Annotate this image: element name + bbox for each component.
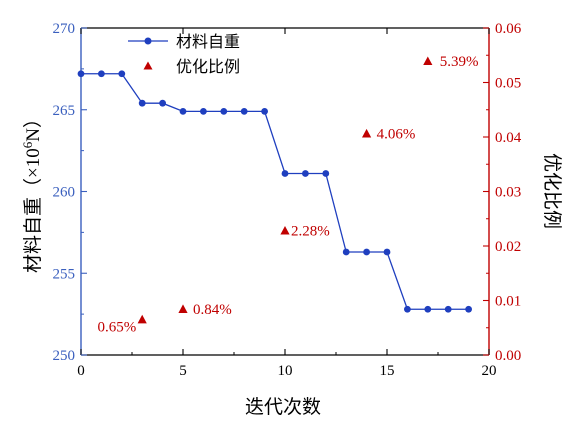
weight-point [404,305,411,313]
series-layer [77,56,472,324]
weight-point [281,170,289,177]
y-left-tick-label: 255 [53,266,76,282]
x-tick-label: 15 [380,363,395,379]
legend-label-ratio: 优化比例 [176,58,240,76]
weight-point [363,248,370,256]
ratio-point [137,314,147,324]
y-right-tick-label: 0.05 [495,76,521,92]
y-left-tick-label: 270 [53,21,76,37]
weight-point [240,107,248,115]
weight-point [424,305,432,313]
weight-point [383,248,391,256]
left-axis-title: 材料自重（×106N） [20,109,44,273]
weight-point [322,170,330,177]
weight-point [342,248,350,256]
weight-point [200,107,207,115]
y-right-tick-label: 0.06 [495,21,522,37]
left-axis-title-sup: 6 [20,141,35,148]
ratio-data-label: 0.65% [97,320,136,336]
legend-label-weight: 材料自重 [176,33,240,51]
x-tick-label: 20 [482,363,497,379]
data-labels: 0.65% 0.84% 2.28% 4.06% 5.39% [97,54,478,335]
ratio-data-label: 4.06% [377,127,416,143]
weight-point [261,107,268,115]
left-axis-title-tail: N） [22,109,44,142]
y-right-tick-label: 0.02 [495,239,521,255]
weight-point [77,70,85,78]
y-left-tick-label: 260 [53,185,76,201]
ratio-data-label: 0.84% [193,302,232,318]
y-right-tick-label: 0.00 [495,348,521,364]
y-right-tick-label: 0.03 [495,185,521,201]
axis-ticks: 0 5 10 15 20 250 255 260 265 270 0.00 0.01 0.02 0.03 0… [53,21,522,379]
x-tick-label: 5 [179,363,187,379]
x-tick-label: 0 [77,363,85,379]
y-right-tick-label: 0.04 [495,130,522,146]
ratio-data-label: 5.39% [440,54,479,70]
ratio-point [362,128,372,138]
left-axis-title-base: 材料自重（×10 [22,148,44,273]
y-right-tick-label: 0.01 [495,294,521,310]
weight-point [98,70,105,78]
ratio-point [178,304,188,314]
weight-point [465,305,472,313]
weight-point [118,70,126,78]
legend-triangle-marker [143,61,153,70]
weight-point [138,99,146,107]
weight-point [179,107,187,115]
ratio-point [423,56,433,66]
x-tick-label: 10 [278,363,293,379]
y-left-tick-label: 250 [53,348,76,364]
weight-series-line [81,73,469,310]
x-axis-title: 迭代次数 [245,396,321,418]
weight-point [302,170,309,177]
weight-point [444,305,452,313]
y-left-tick-label: 265 [53,103,76,119]
legend: 材料自重 优化比例 [128,33,240,76]
legend-circle-marker [144,37,152,45]
weight-point [220,107,228,115]
ratio-data-label: 2.28% [291,224,330,240]
ratio-point [280,225,290,235]
right-axis-title: 优化比例 [541,153,563,229]
weight-point [159,99,167,107]
